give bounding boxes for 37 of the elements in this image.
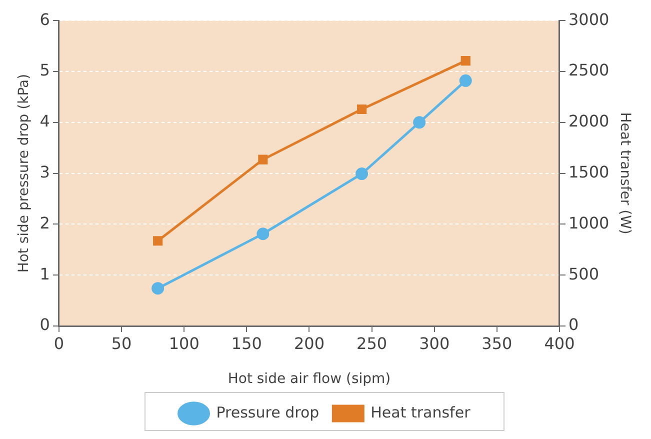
point	[152, 282, 164, 295]
x-tick-label: 200	[294, 334, 325, 353]
y2-axis-title: Heat transfer (W)	[616, 112, 633, 234]
y2-tick-label: 1000	[568, 213, 610, 232]
y-tick-label: 5	[40, 60, 50, 80]
y2-tick-label: 3000	[568, 10, 610, 29]
x-tick-label: 150	[231, 334, 262, 353]
legend-label: Pressure drop	[216, 403, 320, 422]
point	[459, 74, 472, 87]
x-tick-label: 300	[419, 334, 450, 353]
x-tick-label: 100	[168, 334, 200, 353]
y-tick-label: 6	[40, 10, 50, 29]
y2-tick-label: 0	[568, 315, 579, 334]
point	[356, 168, 368, 180]
y-tick-label: 1	[40, 264, 50, 284]
y2-tick-label: 1500	[568, 162, 610, 182]
x-axis-title: Hot side air flow (sipm)	[228, 371, 391, 388]
y-axis-title: Hot side pressure drop (kPa)	[16, 74, 32, 273]
point	[258, 154, 268, 164]
point	[357, 104, 367, 114]
x-tick-label: 400	[544, 334, 575, 353]
x-tick-label: 50	[111, 334, 132, 353]
x-tick-label: 0	[54, 334, 64, 353]
x-tick-label: 250	[356, 334, 388, 353]
y2-tick-label: 500	[568, 264, 600, 284]
y-tick-label: 4	[40, 112, 50, 131]
y-tick-label: 2	[40, 213, 50, 232]
x-tick-label: 350	[482, 334, 512, 353]
point	[460, 56, 470, 66]
point	[153, 236, 163, 246]
y2-tick-label: 2000	[568, 112, 610, 131]
y2-tick-label: 2500	[568, 60, 610, 80]
point	[413, 116, 426, 129]
point	[256, 228, 270, 240]
legend-label: Heat transfer	[370, 403, 472, 422]
y-tick-label: 3	[40, 162, 50, 182]
y-tick-label: 0	[40, 315, 50, 334]
